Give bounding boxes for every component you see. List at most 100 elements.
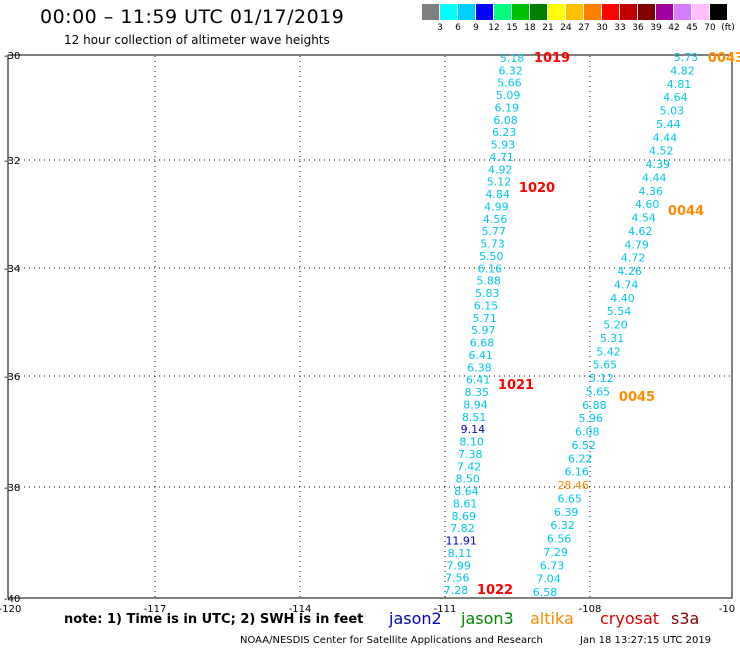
longitude-label: -108 [579,604,602,615]
wave-height-value: 4.84 [485,188,510,201]
wave-height-value: 11.91 [445,535,477,548]
wave-height-value: 4.71 [489,151,514,164]
wave-height-value: 6.16 [564,466,589,479]
longitude-label: -111 [434,604,457,615]
satellite-name-cryosat: cryosat [600,609,660,628]
wave-height-value: 4.44 [653,131,678,144]
legend-label: 70 [704,23,716,33]
legend-swatch [602,4,619,20]
wave-height-value: 8.64 [454,485,479,498]
wave-height-value: 5.73 [480,238,505,251]
wave-height-value: 7.56 [445,572,470,585]
wave-height-value: 4.99 [484,201,509,214]
wave-height-value: 7.99 [446,559,471,572]
legend-label: 21 [542,23,554,33]
wave-height-value: 5.88 [476,275,501,288]
wave-height-value: 8.51 [462,411,487,424]
wave-height-value: 6.56 [547,533,572,546]
legend-swatch [548,4,565,20]
wave-height-value: 28.46 [557,479,589,492]
wave-height-value: 5.44 [656,118,681,131]
wave-height-value: 5.09 [496,89,521,102]
legend-label: 9 [473,23,479,33]
wave-height-value: 5.12 [487,176,512,189]
latitude-label: -34 [4,264,20,275]
wave-height-value: 7.28 [444,584,469,597]
wave-height-value: 6.32 [550,519,575,532]
pass-labels: 1019 1020 1021 1022 0043 0044 0045 [477,51,740,598]
wave-height-value: 6.15 [474,299,499,312]
page-title: 00:00 – 11:59 UTC 01/17/2019 [40,6,345,28]
satellite-name-altika: altika [530,609,574,628]
wave-height-value: 4.72 [621,252,646,265]
wave-height-value: 8.50 [455,473,480,486]
wave-height-value: 4.82 [670,64,695,77]
wave-height-value: 4.44 [642,171,667,184]
legend-label: 24 [560,23,572,33]
wave-height-value: 5.18 [500,52,525,65]
wave-height-value: 5.65 [593,359,618,372]
wave-height-value: 4.52 [649,145,674,158]
wave-height-value: 5.77 [482,225,507,238]
axis-ticks: -30 -32 -34 -36 -38 -40-120 -117 -114 -111 -108 -1… [0,51,735,615]
footer-note: note: 1) Time is in UTC; 2) SWH is in fe… [64,612,364,627]
wave-height-value: 7.38 [458,448,483,461]
latitude-label: -30 [4,51,20,62]
wave-height-value: 4.39 [646,158,671,171]
legend-label: 18 [524,23,536,33]
wave-height-value: 5.54 [607,305,632,318]
wave-height-value: 4.40 [610,292,635,305]
legend-label: 3 [437,23,443,33]
wave-height-value: 8.10 [459,436,484,449]
wave-height-value: 5.83 [475,287,500,300]
page-subtitle: 12 hour collection of altimeter wave hei… [64,33,330,47]
wave-height-value: 6.68 [470,337,495,350]
wave-height-value: 6.41 [468,349,493,362]
wave-height-value: 5.42 [596,345,621,358]
wave-height-value: 4.60 [635,198,660,211]
wave-height-value: 6.38 [467,361,492,374]
wave-height-value: 5.20 [603,319,628,332]
wave-height-value: 7.42 [457,460,482,473]
legend-label: 6 [455,23,461,33]
wave-height-value: 4.64 [663,91,688,104]
map-frame [7,54,733,599]
satellite-name-s3a: s3a [671,609,700,628]
generation-timestamp: Jan 18 13:27:15 UTC 2019 [580,635,712,646]
legend-swatch [422,4,439,20]
legend-swatch [692,4,709,20]
legend-swatch [530,4,547,20]
wave-height-value: 5.12 [589,372,614,385]
wave-height-value: 6.23 [492,126,517,139]
wave-height-value: 4.36 [639,185,664,198]
wave-height-value: 4.79 [624,238,649,251]
latitude-label: -32 [4,156,20,167]
wave-height-value: 8.11 [448,547,473,560]
wave-height-value: 6.41 [466,374,491,387]
wave-height-value: 5.65 [586,385,611,398]
wave-height-value: 6.08 [493,114,518,127]
wave-height-value: 6.58 [533,586,558,599]
wave-height-value: 6.19 [495,102,520,115]
wave-height-value: 5.73 [674,51,699,64]
longitude-label: -120 [0,604,21,615]
pass-number-label: 1022 [477,583,513,598]
legend-swatch [710,4,727,20]
wave-height-value: 6.22 [568,452,593,465]
wave-height-value: 9.14 [461,423,486,436]
pass-number-label: 0043 [708,51,740,66]
legend-label: 39 [650,23,662,33]
legend-label: 45 [686,23,698,33]
wave-height-value: 6.32 [498,64,523,77]
wave-height-value: 4.54 [631,212,656,225]
wave-height-value: 7.29 [543,546,568,559]
legend-label: 27 [578,23,590,33]
wave-height-value: 8.35 [465,386,490,399]
wave-height-value: 5.50 [479,250,504,263]
wave-height-value: 4.26 [617,265,642,278]
legend-label: 36 [632,23,644,33]
legend-swatch [512,4,529,20]
legend-swatch [566,4,583,20]
legend-swatch [656,4,673,20]
